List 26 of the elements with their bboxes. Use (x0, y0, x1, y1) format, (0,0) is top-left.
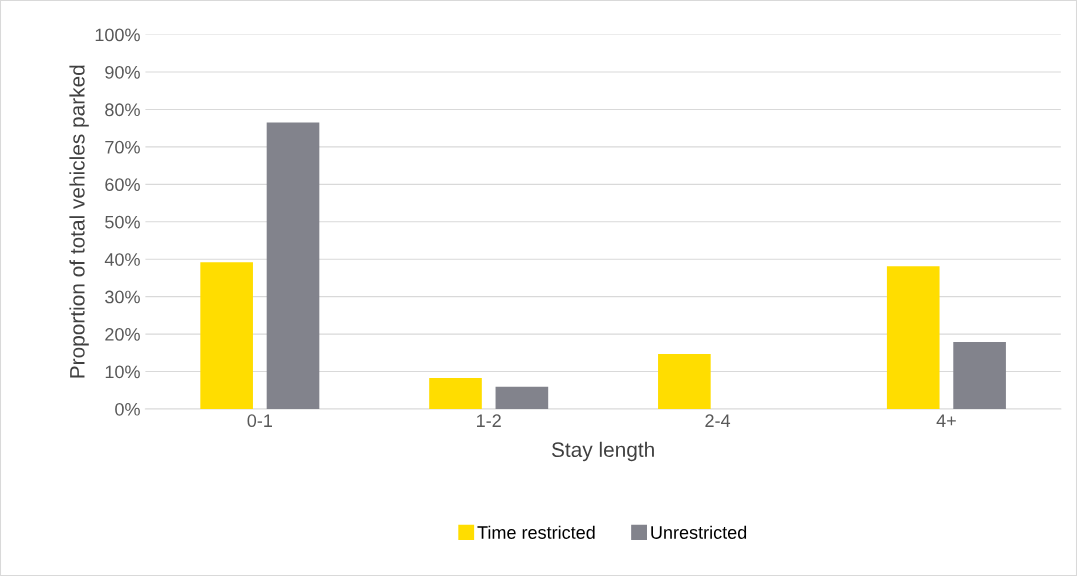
y-tick-label: 80% (105, 103, 140, 117)
bar (429, 377, 482, 409)
bar (658, 353, 711, 409)
x-tick-label: 1-2 (477, 414, 501, 427)
x-tick-label: 2-4 (705, 414, 731, 427)
x-axis-title: Stay length (551, 441, 654, 462)
bar (200, 262, 253, 409)
bar (266, 122, 320, 409)
y-tick-label: 50% (105, 215, 140, 229)
y-tick-label: 30% (105, 290, 140, 304)
y-tick-label: 20% (105, 328, 140, 341)
y-tick-label: 10% (105, 365, 140, 379)
x-tick-label: 4+ (936, 414, 956, 427)
legend-label: Unrestricted (651, 525, 747, 539)
y-axis-title: Proportion of total vehicles parked (69, 65, 89, 378)
bar (953, 341, 1006, 409)
y-tick-label: 90% (105, 65, 140, 79)
y-tick-label: 70% (105, 140, 140, 154)
y-tick-label: 40% (104, 253, 140, 266)
y-tick-label: 0% (115, 402, 140, 416)
y-tick-label: 60% (105, 178, 140, 192)
x-tick-label: 0-1 (247, 414, 272, 428)
bar (495, 386, 549, 409)
legend-label: Time restricted (477, 525, 595, 539)
y-tick-label: 100% (95, 28, 140, 42)
bar (886, 266, 940, 409)
